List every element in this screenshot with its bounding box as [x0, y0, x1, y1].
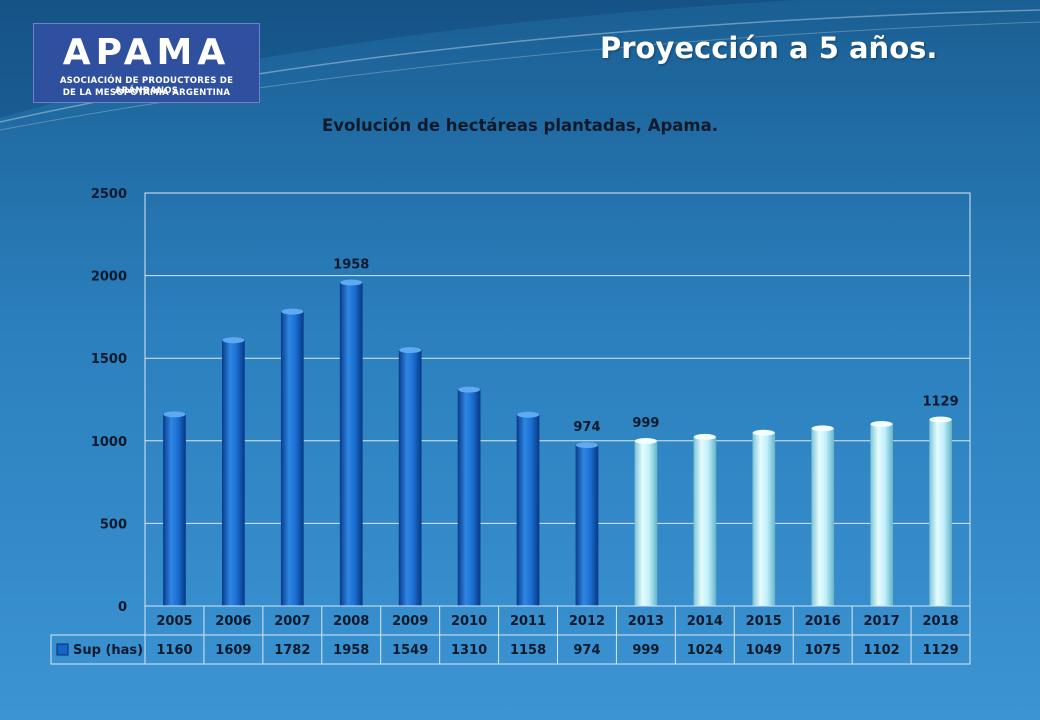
- page-title: Proyección a 5 años.: [600, 31, 938, 65]
- bar-top: [340, 279, 363, 286]
- bar-top: [870, 420, 893, 427]
- table-value: 1102: [864, 643, 900, 658]
- bar-top: [811, 425, 834, 432]
- x-tick-label: 2009: [392, 614, 428, 629]
- data-label: 1958: [333, 258, 369, 273]
- logo-name: APAMA: [62, 32, 231, 73]
- table-value: 1024: [687, 643, 723, 658]
- table-value: 1549: [392, 643, 428, 658]
- logo-subtitle-line2: DE LA MESOPOTAMIA ARGENTINA: [62, 88, 231, 98]
- x-tick-label: 2005: [156, 614, 192, 629]
- bar-projection: [634, 440, 658, 607]
- y-tick-label: 0: [118, 600, 127, 615]
- bar-actual: [575, 444, 599, 607]
- y-tick-label: 1000: [91, 435, 127, 450]
- bar-top: [458, 386, 481, 393]
- bar-projection: [693, 436, 717, 607]
- bar-actual: [280, 311, 304, 607]
- bar-top: [752, 429, 775, 436]
- data-label: 1129: [922, 394, 958, 409]
- bar-top: [517, 411, 540, 418]
- chart-title: Evolución de hectáreas plantadas, Apama.: [322, 116, 718, 135]
- data-label: 974: [573, 420, 600, 435]
- x-tick-label: 2006: [215, 614, 251, 629]
- bar-projection: [752, 432, 776, 607]
- x-tick-label: 2016: [805, 614, 841, 629]
- bar-projection: [811, 428, 835, 607]
- plot-frame: [144, 192, 971, 607]
- logo-subtitle-line1: ASOCIACIÓN DE PRODUCTORES DE ARÁNDANOS: [59, 76, 234, 96]
- table-value: 1158: [510, 643, 546, 658]
- table-value: 1958: [333, 643, 369, 658]
- x-tick-label: 2011: [510, 614, 546, 629]
- bar-actual: [339, 282, 363, 607]
- bar-projection: [870, 423, 894, 607]
- table-value: 1160: [156, 643, 192, 658]
- x-tick-label: 2010: [451, 614, 487, 629]
- x-tick-label: 2017: [864, 614, 900, 629]
- bar-actual: [398, 349, 422, 607]
- bar-top: [929, 416, 952, 423]
- table-value: 974: [573, 643, 600, 658]
- bar-top: [222, 337, 245, 344]
- y-tick-label: 1500: [91, 352, 127, 367]
- x-tick-label: 2018: [922, 614, 958, 629]
- x-tick-label: 2013: [628, 614, 664, 629]
- y-tick-label: 500: [100, 517, 127, 532]
- bar-top: [281, 308, 304, 315]
- x-tick-label: 2015: [746, 614, 782, 629]
- bar-top: [399, 347, 422, 354]
- table-value: 1609: [215, 643, 251, 658]
- table-value: 1310: [451, 643, 487, 658]
- bar-top: [163, 411, 186, 418]
- bar-actual: [516, 414, 540, 607]
- x-tick-label: 2014: [687, 614, 723, 629]
- table-value: 999: [632, 643, 659, 658]
- y-tick-label: 2000: [91, 270, 127, 285]
- bar-actual: [163, 413, 186, 607]
- legend-series-name: Sup (has): [73, 643, 143, 658]
- table-value: 1129: [922, 643, 958, 658]
- bar-actual: [457, 389, 481, 607]
- legend-swatch: [56, 643, 69, 656]
- bar-projection: [929, 419, 952, 607]
- table-value: 1049: [746, 643, 782, 658]
- table-value: 1075: [805, 643, 841, 658]
- data-label: 999: [632, 416, 659, 431]
- x-tick-label: 2007: [274, 614, 310, 629]
- apama-logo: APAMA ASOCIACIÓN DE PRODUCTORES DE ARÁND…: [33, 23, 260, 103]
- bar-top: [693, 433, 716, 440]
- bar-top: [575, 442, 598, 449]
- table-value: 1782: [274, 643, 310, 658]
- x-tick-label: 2012: [569, 614, 605, 629]
- bar-actual: [221, 339, 245, 607]
- y-tick-label: 2500: [91, 187, 127, 202]
- x-tick-label: 2008: [333, 614, 369, 629]
- bar-top: [634, 437, 657, 444]
